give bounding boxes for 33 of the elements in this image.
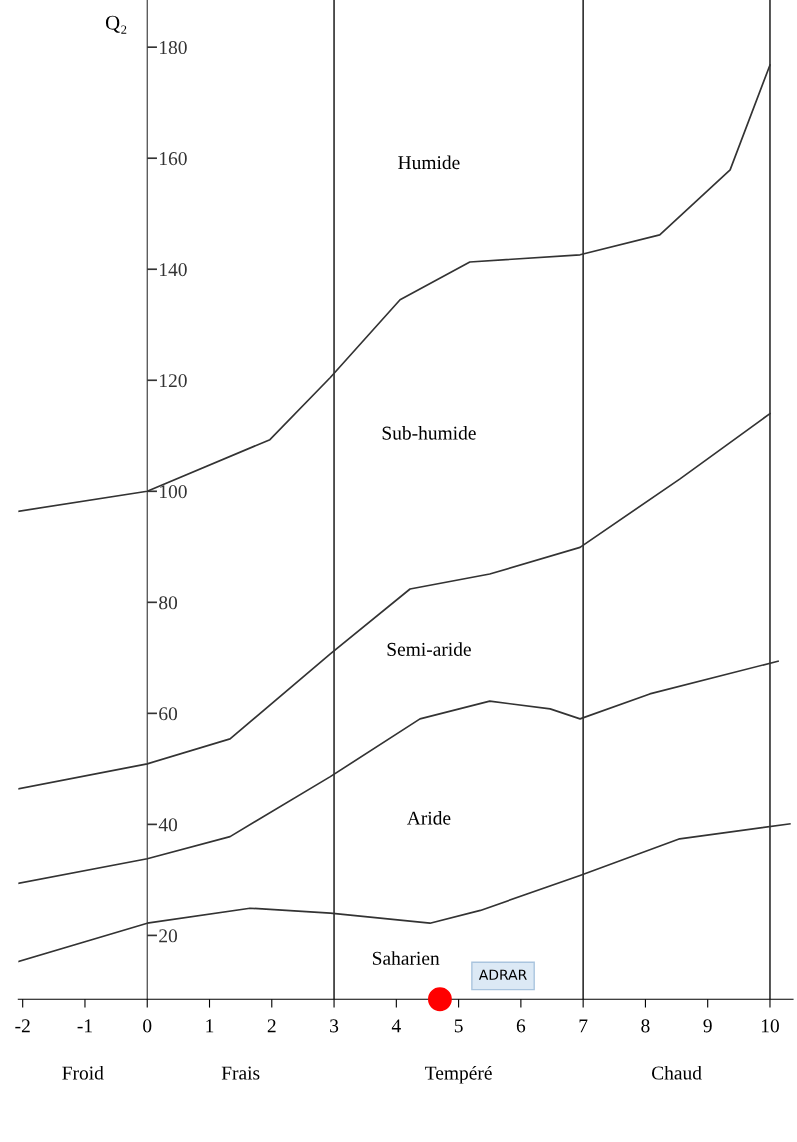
annotation: Semi-aride	[387, 642, 471, 656]
y-axis-title: Q₂	[105, 15, 127, 34]
x-tick-label: 3	[330, 1019, 339, 1033]
annotation: Aride	[406, 811, 451, 825]
x-tick-label: 10	[761, 1019, 779, 1033]
text: Froid	[62, 1065, 104, 1080]
x-tick-label: 6	[516, 1019, 526, 1033]
y-tick-label: 20	[159, 929, 178, 943]
y-tick-label: 160	[160, 152, 187, 166]
text: ADRAR	[478, 969, 527, 980]
y-tick-label: 40	[158, 818, 178, 832]
annotation: Sub-humide	[382, 425, 476, 440]
annotation: Humide	[398, 155, 460, 170]
y-tick-label: 140	[160, 263, 187, 277]
x-tick-label: -1	[77, 1019, 92, 1033]
x-tick-label: -2	[15, 1019, 30, 1033]
x-tick-label: 7	[579, 1019, 588, 1033]
x-tick-label: 4	[391, 1019, 401, 1033]
text: Frais	[221, 1066, 260, 1080]
y-tick-label: 60	[159, 707, 178, 721]
y-tick-label: 120	[160, 374, 187, 388]
x-tick-label: 2	[267, 1019, 276, 1033]
x-tick-label: 9	[703, 1019, 712, 1033]
y-tick-label: 100	[160, 485, 187, 499]
text: Chaud	[651, 1065, 702, 1080]
x-tick-label: 5	[454, 1019, 463, 1033]
x-tick-label: 0	[143, 1019, 152, 1033]
x-tick-label: 1	[206, 1019, 214, 1033]
text: Tempéré	[425, 1065, 492, 1084]
y-tick-label: 80	[159, 596, 178, 610]
annotation: Saharien	[372, 951, 440, 965]
y-tick-label: 180	[160, 41, 187, 55]
x-tick-label: 8	[641, 1019, 650, 1033]
